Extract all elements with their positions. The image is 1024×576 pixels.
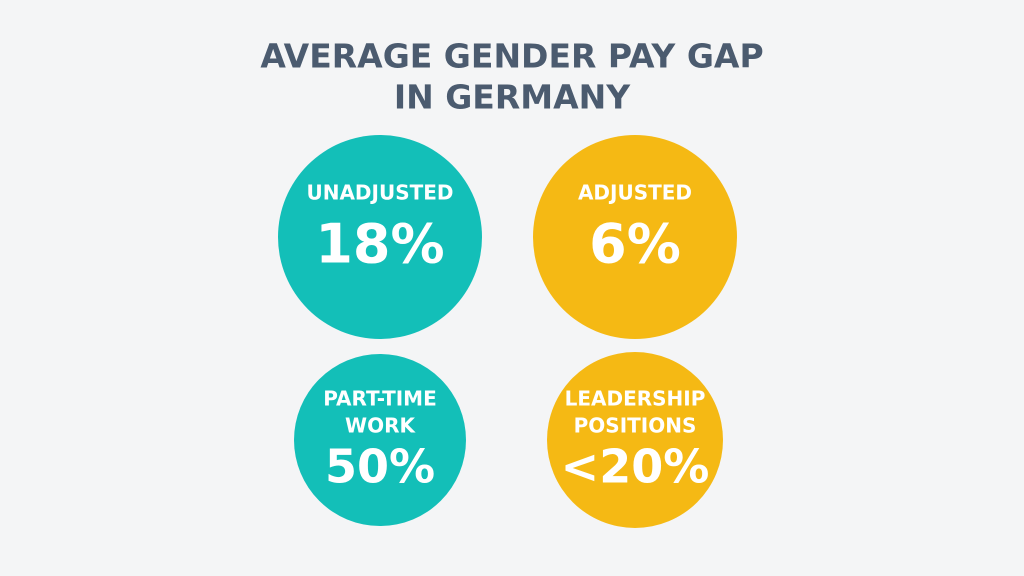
stat-circle	[278, 135, 482, 339]
title-line: AVERAGE GENDER PAY GAP	[260, 37, 763, 76]
stat-card: UNADJUSTED 18%	[278, 135, 482, 339]
stat-circle	[294, 354, 466, 526]
stat-value: 18%	[315, 213, 444, 276]
stat-card: ADJUSTED 6%	[533, 135, 737, 339]
stat-value: <20%	[561, 440, 710, 494]
stat-circle	[547, 352, 723, 528]
stat-label: PART-TIME	[323, 387, 437, 411]
stat-label: POSITIONS	[574, 414, 697, 438]
stat-label: ADJUSTED	[578, 181, 692, 205]
stat-value: 50%	[325, 440, 435, 494]
stat-value: 6%	[589, 213, 681, 276]
title-line: IN GERMANY	[394, 78, 631, 117]
stat-card: PART-TIME WORK 50%	[294, 354, 466, 526]
stat-label: LEADERSHIP	[565, 387, 706, 411]
stat-label: WORK	[345, 414, 416, 438]
stat-label: UNADJUSTED	[306, 181, 453, 205]
stat-circle	[533, 135, 737, 339]
stat-card: LEADERSHIP POSITIONS <20%	[547, 352, 723, 528]
